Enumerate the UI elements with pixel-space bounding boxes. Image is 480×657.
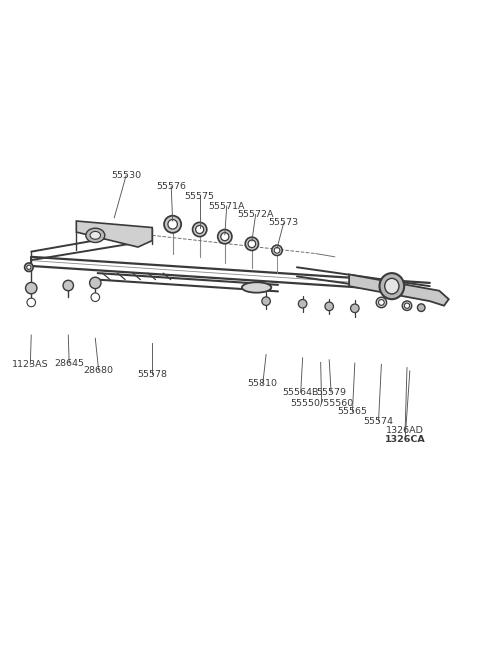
Ellipse shape xyxy=(91,293,99,302)
Ellipse shape xyxy=(418,304,425,311)
Ellipse shape xyxy=(192,222,207,237)
Text: 55575: 55575 xyxy=(185,192,215,201)
Text: 55530: 55530 xyxy=(111,171,141,180)
Ellipse shape xyxy=(404,303,409,308)
Ellipse shape xyxy=(90,231,100,239)
Ellipse shape xyxy=(63,281,73,291)
Text: 28645: 28645 xyxy=(54,359,84,367)
Text: 55564B: 55564B xyxy=(283,388,319,397)
Text: 28680: 28680 xyxy=(84,366,114,374)
Text: 55579: 55579 xyxy=(316,388,346,397)
Ellipse shape xyxy=(299,300,307,308)
Text: 55576: 55576 xyxy=(156,182,186,191)
Ellipse shape xyxy=(90,277,101,288)
Text: 55578: 55578 xyxy=(137,370,167,378)
Text: 55572A: 55572A xyxy=(238,210,274,219)
Text: 55573: 55573 xyxy=(269,219,299,227)
Ellipse shape xyxy=(245,237,259,250)
Text: 1326CA: 1326CA xyxy=(385,435,425,443)
Ellipse shape xyxy=(25,283,37,294)
Ellipse shape xyxy=(168,219,178,229)
Ellipse shape xyxy=(325,302,334,311)
Ellipse shape xyxy=(402,301,412,311)
Ellipse shape xyxy=(27,265,31,269)
Ellipse shape xyxy=(380,273,404,299)
Ellipse shape xyxy=(196,225,204,233)
Ellipse shape xyxy=(86,228,105,242)
Text: 55574: 55574 xyxy=(363,417,394,426)
Ellipse shape xyxy=(376,297,386,307)
Text: 55550/55560: 55550/55560 xyxy=(290,398,353,407)
Ellipse shape xyxy=(274,248,280,253)
Ellipse shape xyxy=(379,300,384,306)
Polygon shape xyxy=(349,275,449,306)
Ellipse shape xyxy=(27,298,36,307)
Polygon shape xyxy=(76,221,152,247)
Text: 1326AD: 1326AD xyxy=(386,426,424,435)
Ellipse shape xyxy=(350,304,359,313)
Ellipse shape xyxy=(262,297,270,306)
Text: 1123AS: 1123AS xyxy=(12,360,48,369)
Ellipse shape xyxy=(24,263,33,271)
Text: 55571A: 55571A xyxy=(208,202,245,210)
Ellipse shape xyxy=(221,233,229,240)
Ellipse shape xyxy=(218,229,232,244)
Ellipse shape xyxy=(248,240,256,248)
Ellipse shape xyxy=(272,245,282,256)
Text: 55810: 55810 xyxy=(248,379,278,388)
Text: 55565: 55565 xyxy=(337,407,368,417)
Ellipse shape xyxy=(242,283,271,292)
Ellipse shape xyxy=(164,215,181,233)
Ellipse shape xyxy=(384,279,399,294)
